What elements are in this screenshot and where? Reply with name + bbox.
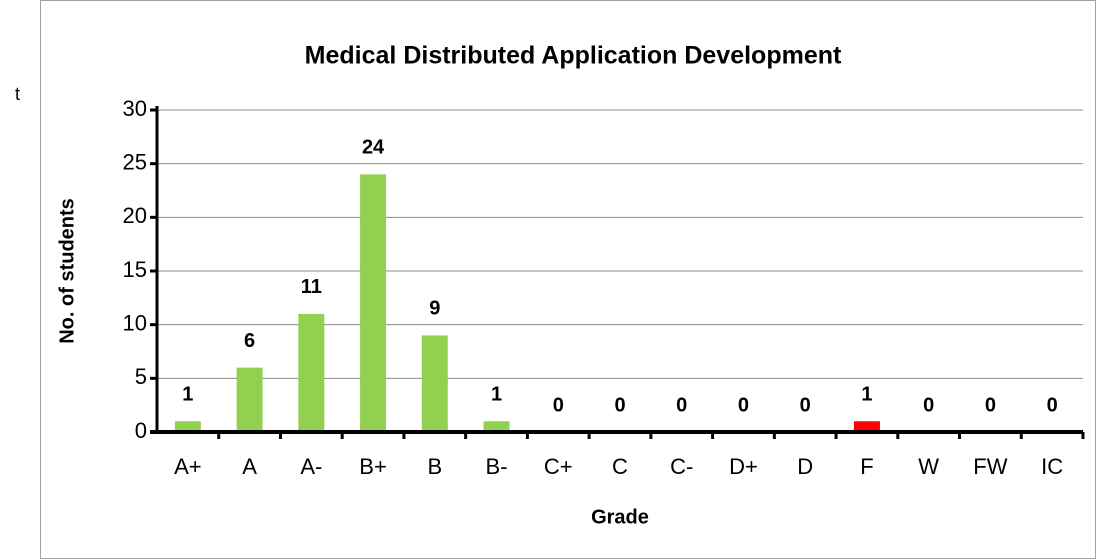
data-label: 1: [861, 384, 872, 406]
y-tick-label: 5: [135, 364, 147, 389]
y-tick-label: 10: [123, 310, 147, 335]
data-label: 0: [614, 394, 625, 416]
x-tick-label: A: [242, 454, 257, 479]
bar: [236, 367, 263, 432]
y-tick-label: 15: [123, 257, 147, 282]
data-label: 6: [244, 330, 255, 352]
y-tick-label: 25: [123, 149, 147, 174]
data-label: 0: [985, 394, 996, 416]
x-tick-label: F: [860, 454, 873, 479]
chart-title: Medical Distributed Application Developm…: [305, 42, 842, 70]
y-axis-title: No. of students: [56, 198, 78, 344]
x-tick-label: A-: [300, 454, 322, 479]
x-tick-label: C-: [670, 454, 693, 479]
data-label: 0: [923, 394, 934, 416]
data-label: 1: [182, 384, 193, 406]
x-tick-label: A+: [174, 454, 202, 479]
chart-frame: [40, 0, 1096, 559]
data-label: 0: [738, 394, 749, 416]
data-label: 9: [429, 298, 440, 320]
data-label: 24: [362, 137, 385, 159]
data-label: 0: [800, 394, 811, 416]
x-tick-label: FW: [973, 454, 1007, 479]
bar: [421, 335, 448, 432]
y-tick-label: 20: [123, 203, 147, 228]
x-tick-label: B-: [486, 454, 508, 479]
x-tick-label: D+: [729, 454, 758, 479]
y-tick-label: 0: [135, 418, 147, 443]
x-tick-label: IC: [1041, 454, 1063, 479]
data-label: 11: [301, 276, 322, 298]
data-label: 0: [553, 394, 564, 416]
bar: [853, 421, 880, 432]
data-label: 0: [1047, 394, 1058, 416]
data-label: 1: [491, 384, 502, 406]
x-tick-label: B: [427, 454, 442, 479]
x-tick-label: B+: [359, 454, 387, 479]
bar: [360, 174, 387, 432]
x-tick-label: C+: [544, 454, 573, 479]
bar: [483, 421, 510, 432]
x-tick-label: C: [612, 454, 628, 479]
y-tick-label: 30: [123, 96, 147, 121]
x-tick-label: D: [797, 454, 813, 479]
bar: [298, 313, 325, 432]
data-label: 0: [676, 394, 687, 416]
x-axis-title: Grade: [591, 506, 649, 528]
bar: [174, 421, 201, 432]
x-tick-label: W: [918, 454, 939, 479]
annotation: t: [15, 84, 20, 104]
